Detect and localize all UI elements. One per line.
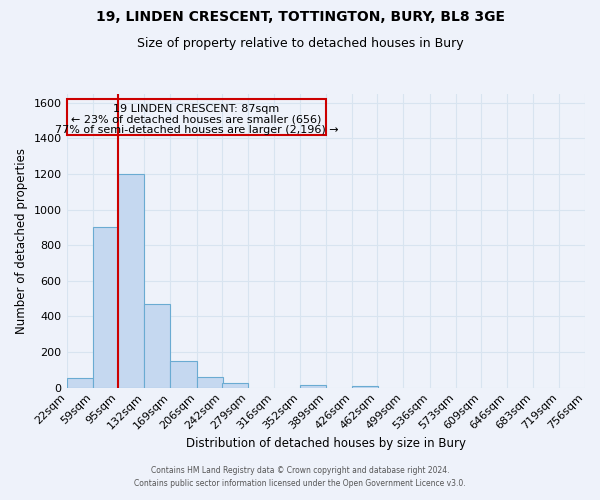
Text: Contains HM Land Registry data © Crown copyright and database right 2024.
Contai: Contains HM Land Registry data © Crown c… (134, 466, 466, 487)
Bar (92, 228, 119, 388)
Text: 19 LINDEN CRESCENT: 87sqm: 19 LINDEN CRESCENT: 87sqm (113, 104, 280, 114)
Bar (144, 304, 170, 388)
X-axis label: Distribution of detached houses by size in Bury: Distribution of detached houses by size … (186, 437, 466, 450)
Bar (299, 385, 326, 388)
Bar (352, 386, 378, 388)
Y-axis label: Number of detached properties: Number of detached properties (15, 148, 28, 334)
Bar (170, 361, 197, 388)
Bar (197, 377, 223, 388)
Bar (67, 100, 326, 135)
Text: ← 23% of detached houses are smaller (656): ← 23% of detached houses are smaller (65… (71, 114, 322, 124)
Bar (118, 174, 144, 388)
Bar (67, 378, 92, 388)
Text: 77% of semi-detached houses are larger (2,196) →: 77% of semi-detached houses are larger (… (55, 125, 338, 135)
Bar (222, 383, 248, 388)
Text: 19, LINDEN CRESCENT, TOTTINGTON, BURY, BL8 3GE: 19, LINDEN CRESCENT, TOTTINGTON, BURY, B… (95, 10, 505, 24)
Text: Size of property relative to detached houses in Bury: Size of property relative to detached ho… (137, 38, 463, 51)
